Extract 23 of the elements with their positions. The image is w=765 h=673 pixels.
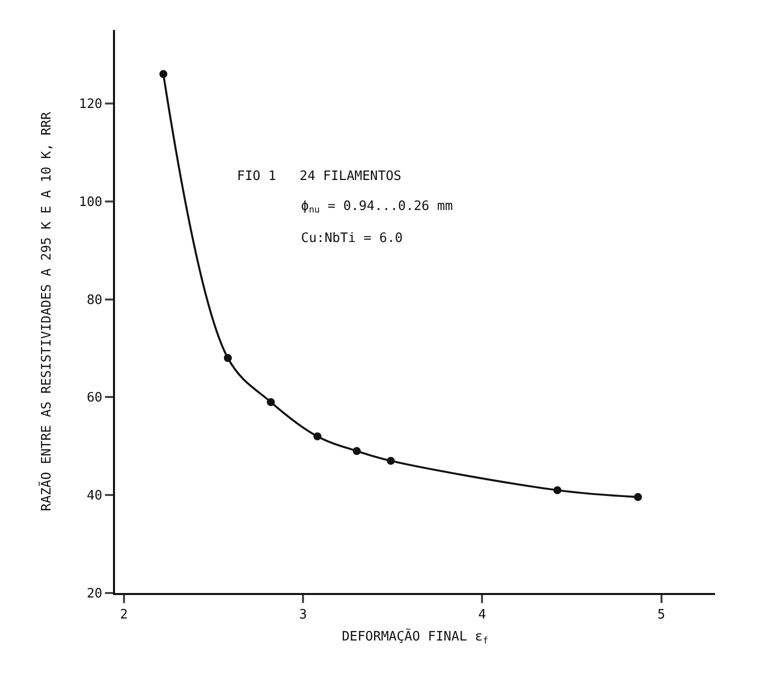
y-tick-label: 80 <box>86 292 102 308</box>
x-axis-title: DEFORMAÇÃO FINAL ε$_{f}$ <box>342 628 488 646</box>
point <box>224 354 232 362</box>
annotation: FIO 1 24 FILAMENTOS <box>237 169 402 184</box>
y-tick-label: 120 <box>78 96 102 112</box>
y-tick-label: 100 <box>78 194 102 210</box>
y-tick-label: 20 <box>86 586 102 602</box>
point <box>266 398 275 406</box>
point <box>386 456 395 465</box>
annotation: ϕ$_{nu}$ = 0.94...0.26 mm <box>301 199 454 216</box>
x-tick-label: 2 <box>120 608 128 623</box>
point <box>553 486 562 494</box>
x-tick-label: 5 <box>657 608 666 623</box>
x-tick-label: 3 <box>299 608 307 623</box>
point <box>313 432 322 440</box>
point <box>352 447 361 456</box>
annotation: Cu:NbTi = 6.0 <box>301 231 403 246</box>
y-tick-label: 60 <box>86 390 102 406</box>
point <box>634 493 642 502</box>
y-axis-title: RAZÃO ENTRE AS RESISTIVIDADES A 295 K E A 10 K, RRR <box>38 112 54 512</box>
y-tick-label: 40 <box>86 488 102 504</box>
point <box>159 70 168 78</box>
x-tick-label: 4 <box>478 608 486 623</box>
